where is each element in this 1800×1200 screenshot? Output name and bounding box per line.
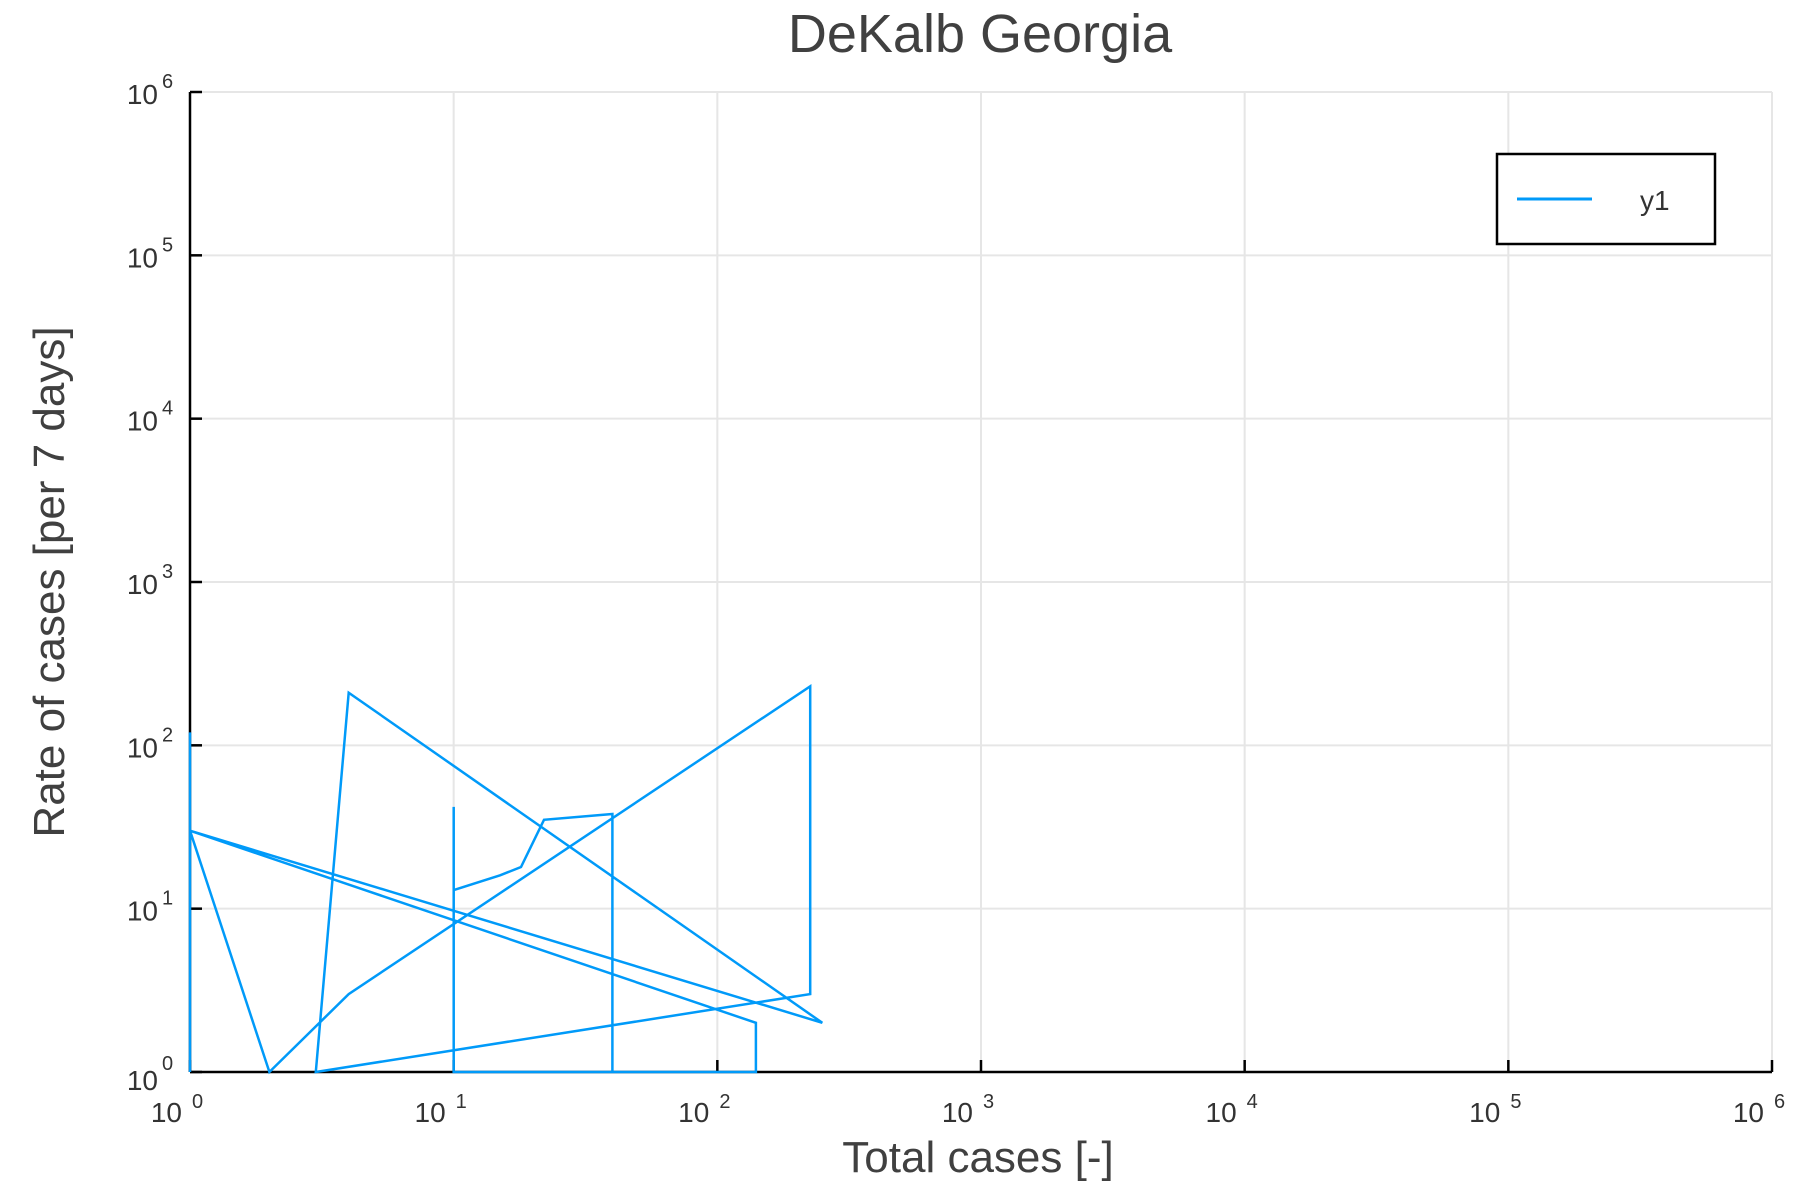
y-tick-exponent: 1 <box>162 888 173 910</box>
x-tick-label: 10 <box>1733 1097 1764 1128</box>
y-tick-exponent: 3 <box>162 561 173 583</box>
x-tick-label: 10 <box>151 1097 182 1128</box>
x-tick-exponent: 4 <box>1247 1091 1258 1113</box>
x-tick-exponent: 6 <box>1774 1091 1785 1113</box>
x-tick-exponent: 5 <box>1510 1091 1521 1113</box>
y-tick-label: 10 <box>127 896 158 927</box>
legend-series-label: y1 <box>1640 185 1670 216</box>
x-tick-exponent: 0 <box>192 1091 203 1113</box>
series-line-y1 <box>188 683 824 1075</box>
y-tick-label: 10 <box>127 1065 158 1096</box>
y-tick-label: 10 <box>127 242 158 273</box>
y-tick-exponent: 0 <box>162 1053 173 1075</box>
x-tick-exponent: 3 <box>983 1091 994 1113</box>
x-axis-label: Total cases [-] <box>842 1133 1113 1182</box>
y-tick-label: 10 <box>127 79 158 110</box>
x-tick-label: 10 <box>678 1097 709 1128</box>
legend: y1 <box>1495 152 1717 246</box>
x-tick-label: 10 <box>942 1097 973 1128</box>
y-tick-exponent: 4 <box>162 398 173 420</box>
y-tick-label: 10 <box>127 569 158 600</box>
y-axis-label: Rate of cases [per 7 days] <box>25 326 74 837</box>
series-group <box>188 683 824 1075</box>
y-tick-exponent: 5 <box>162 234 173 256</box>
y-tick-exponent: 6 <box>162 71 173 93</box>
y-tick-exponent: 2 <box>162 724 173 746</box>
x-tick-label: 10 <box>415 1097 446 1128</box>
x-tick-label: 10 <box>1469 1097 1500 1128</box>
chart-title: DeKalb Georgia <box>788 4 1173 64</box>
y-tick-label: 10 <box>127 406 158 437</box>
x-tick-exponent: 1 <box>456 1091 467 1113</box>
x-tick-exponent: 2 <box>719 1091 730 1113</box>
x-tick-label: 10 <box>1206 1097 1237 1128</box>
y-tick-label: 10 <box>127 732 158 763</box>
